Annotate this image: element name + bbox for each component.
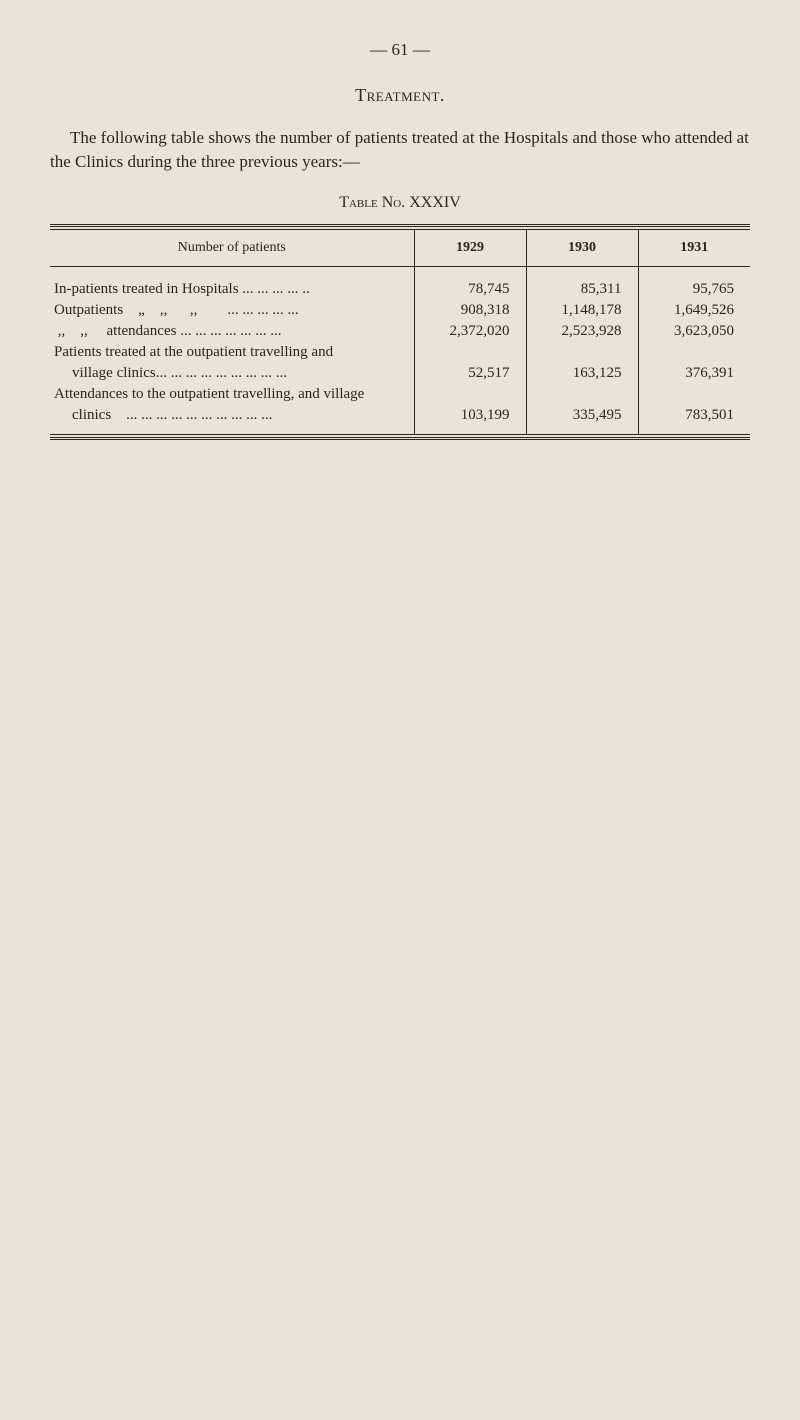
row-label: clinics ... ... ... ... ... ... ... ... … <box>50 405 414 435</box>
table-row: Outpatients „ ,, ,, ... ... ... ... ... … <box>50 300 750 321</box>
cell-value: 783,501 <box>638 405 750 435</box>
table-header-row: Number of patients 1929 1930 1931 <box>50 229 750 266</box>
cell-value <box>526 342 638 363</box>
cell-value: 2,523,928 <box>526 321 638 342</box>
section-title: Treatment. <box>50 85 750 106</box>
table-row: Attendances to the outpatient travelling… <box>50 384 750 405</box>
cell-value: 163,125 <box>526 363 638 384</box>
data-table: Number of patients 1929 1930 1931 In-pat… <box>50 224 750 440</box>
row-label: Patients treated at the outpatient trave… <box>50 342 414 363</box>
cell-value: 1,649,526 <box>638 300 750 321</box>
col-header-1930: 1930 <box>526 229 638 266</box>
cell-value <box>526 384 638 405</box>
table-row: Patients treated at the outpatient trave… <box>50 342 750 363</box>
col-header-label: Number of patients <box>50 229 414 266</box>
table-row: village clinics... ... ... ... ... ... .… <box>50 363 750 384</box>
page-number: — 61 — <box>50 40 750 60</box>
cell-value: 335,495 <box>526 405 638 435</box>
cell-value: 78,745 <box>414 279 526 300</box>
cell-value <box>638 384 750 405</box>
row-label: In-patients treated in Hospitals ... ...… <box>50 279 414 300</box>
cell-value: 1,148,178 <box>526 300 638 321</box>
cell-value: 2,372,020 <box>414 321 526 342</box>
row-label: Outpatients „ ,, ,, ... ... ... ... ... <box>50 300 414 321</box>
cell-value <box>638 342 750 363</box>
table-row: In-patients treated in Hospitals ... ...… <box>50 279 750 300</box>
table-row <box>50 266 750 279</box>
cell-value: 3,623,050 <box>638 321 750 342</box>
intro-text: The following table shows the number of … <box>50 126 750 174</box>
row-label: Attendances to the outpatient travelling… <box>50 384 414 405</box>
cell-value <box>414 384 526 405</box>
cell-value <box>414 342 526 363</box>
cell-value: 103,199 <box>414 405 526 435</box>
cell-value: 85,311 <box>526 279 638 300</box>
col-header-1929: 1929 <box>414 229 526 266</box>
cell-value: 908,318 <box>414 300 526 321</box>
row-label: village clinics... ... ... ... ... ... .… <box>50 363 414 384</box>
cell-value: 52,517 <box>414 363 526 384</box>
col-header-1931: 1931 <box>638 229 750 266</box>
cell-value: 376,391 <box>638 363 750 384</box>
table-label: Table No. XXXIV <box>50 194 750 212</box>
table-row: ,, ,, attendances ... ... ... ... ... ..… <box>50 321 750 342</box>
row-label: ,, ,, attendances ... ... ... ... ... ..… <box>50 321 414 342</box>
table-row: clinics ... ... ... ... ... ... ... ... … <box>50 405 750 435</box>
cell-value: 95,765 <box>638 279 750 300</box>
